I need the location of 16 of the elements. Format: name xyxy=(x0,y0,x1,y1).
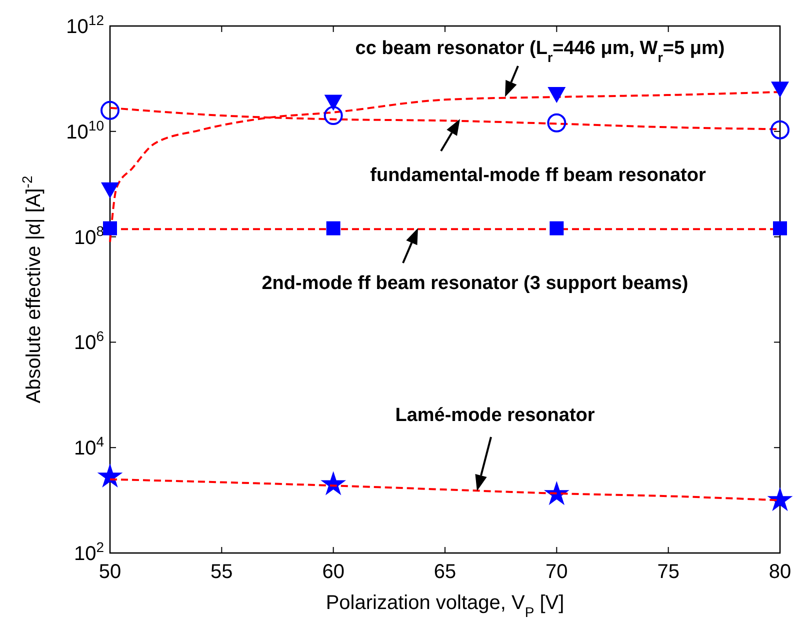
x-tick-label: 65 xyxy=(434,561,456,583)
x-tick-label: 70 xyxy=(546,561,568,583)
y-tick-label: 10$^{12}$ xyxy=(66,12,104,38)
x-tick-label: 55 xyxy=(210,561,233,583)
x-tick-label: 60 xyxy=(322,561,344,583)
annotation: fundamental-mode ff beam resonator xyxy=(370,165,706,186)
x-tick-label: 80 xyxy=(768,561,792,583)
y-tick-label: 10$^{4}$ xyxy=(74,434,104,460)
y-tick-label: 10$^{8}$ xyxy=(74,222,104,249)
y-tick-label: 10$^{10}$ xyxy=(66,117,104,144)
annotation: cc beam resonator (L$_{r}$=446 μm, W$_{r}$=5 μm) xyxy=(355,38,725,64)
x-tick-label: 75 xyxy=(657,561,680,583)
annotation: Lamé-mode resonator xyxy=(395,405,596,426)
y-tick-label: 10$^{6}$ xyxy=(74,328,104,354)
x-axis-title: Polarization voltage, V$_{P}$ [V] xyxy=(326,592,564,620)
annotation: 2nd-mode ff beam resonator (3 support beams) xyxy=(262,273,688,294)
